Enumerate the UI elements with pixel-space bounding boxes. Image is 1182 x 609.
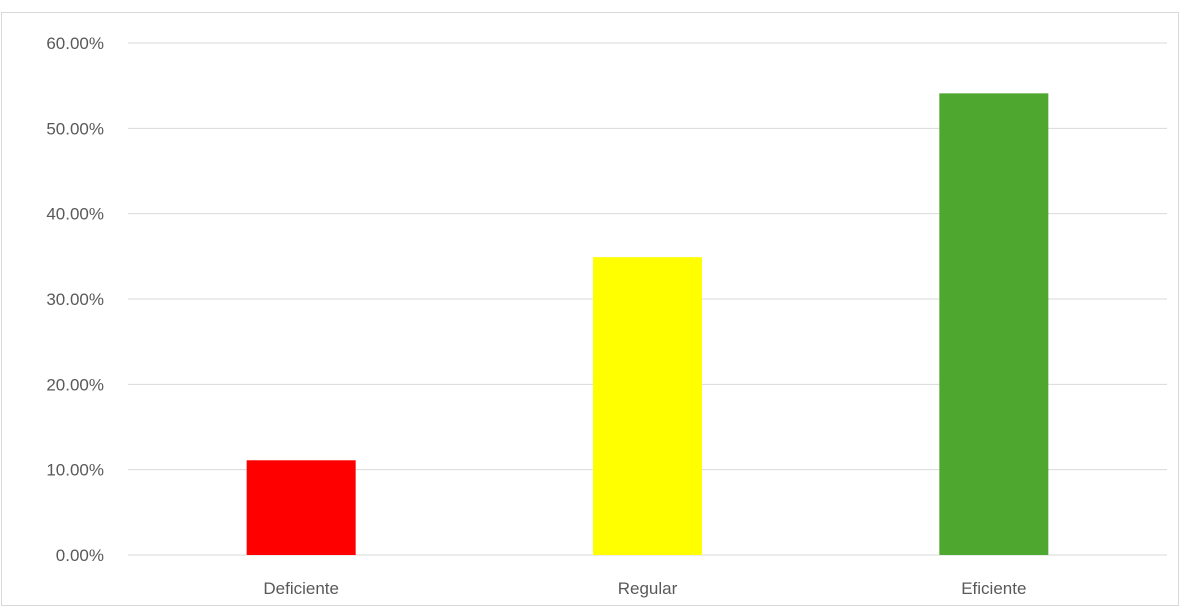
bar-regular — [593, 257, 702, 555]
y-tick-label: 0.00% — [56, 546, 104, 565]
y-axis-tick-labels: 0.00% 10.00% 20.00% 30.00% 40.00% 50.00% 60.00… — [46, 34, 104, 565]
bar-eficiente — [939, 93, 1049, 555]
y-tick-label: 20.00% — [46, 375, 104, 394]
x-tick-label: Deficiente — [263, 579, 339, 598]
bars — [246, 93, 1049, 555]
y-tick-label: 50.00% — [46, 119, 104, 138]
y-tick-label: 10.00% — [46, 461, 104, 480]
x-tick-label: Regular — [618, 579, 678, 598]
y-tick-label: 30.00% — [46, 290, 104, 309]
x-tick-label: Eficiente — [961, 579, 1026, 598]
y-tick-label: 40.00% — [46, 205, 104, 224]
y-tick-label: 60.00% — [46, 34, 104, 53]
bar-deficiente — [246, 460, 356, 555]
x-axis-tick-labels: Deficiente Regular Eficiente — [263, 579, 1026, 598]
